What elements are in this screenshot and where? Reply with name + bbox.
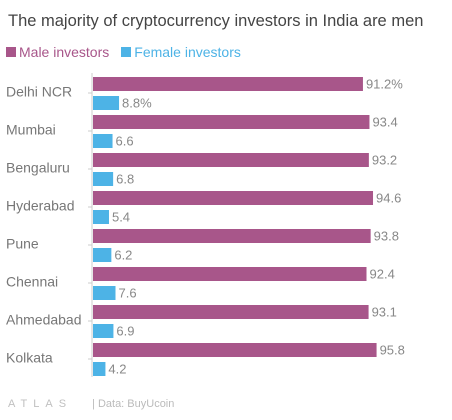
category-label-kolkata: Kolkata	[6, 350, 53, 366]
male-bar-ahmedabad	[93, 305, 369, 319]
category-label-delhi-ncr: Delhi NCR	[6, 84, 72, 100]
legend-item-female: Female investors	[121, 44, 241, 60]
chart-title: The majority of cryptocurrency investors…	[8, 12, 424, 30]
female-bar-mumbai	[93, 134, 113, 148]
legend-item-male: Male investors	[6, 44, 109, 60]
female-value-label-hyderabad: 5.4	[112, 209, 130, 224]
female-bar-kolkata	[93, 362, 106, 376]
brand-logo: ATLAS	[8, 398, 73, 410]
legend: Male investors Female investors	[6, 44, 241, 60]
male-bar-pune	[93, 229, 371, 243]
female-bar-hyderabad	[93, 210, 109, 224]
male-bar-hyderabad	[93, 191, 374, 205]
male-value-label-kolkata: 95.8	[380, 342, 405, 357]
data-source: | Data: BuyUcoin	[92, 398, 175, 410]
chart-footer: ATLAS | Data: BuyUcoin	[8, 398, 174, 410]
legend-swatch-female	[121, 47, 132, 57]
male-bar-delhi-ncr	[93, 77, 363, 91]
male-value-label-hyderabad: 94.6	[376, 190, 401, 205]
female-value-label-pune: 6.2	[114, 247, 132, 262]
male-bar-bengaluru	[93, 153, 369, 167]
category-label-chennai: Chennai	[6, 274, 58, 290]
male-value-label-delhi-ncr: 91.2%	[366, 76, 403, 91]
legend-swatch-male	[6, 47, 16, 57]
category-label-hyderabad: Hyderabad	[6, 198, 75, 214]
male-value-label-chennai: 92.4	[370, 266, 395, 281]
male-value-label-mumbai: 93.4	[372, 114, 397, 129]
female-bar-delhi-ncr	[93, 96, 120, 110]
female-bar-chennai	[93, 286, 116, 300]
female-value-label-kolkata: 4.2	[108, 361, 126, 376]
category-label-pune: Pune	[6, 236, 39, 252]
female-bar-bengaluru	[93, 172, 114, 186]
male-bar-mumbai	[93, 115, 370, 129]
female-value-label-mumbai: 6.6	[116, 133, 134, 148]
legend-label-female: Female investors	[134, 44, 241, 60]
female-bar-ahmedabad	[93, 324, 114, 338]
male-bar-chennai	[93, 267, 367, 281]
legend-label-male: Male investors	[19, 44, 110, 60]
female-value-label-bengaluru: 6.8	[116, 171, 134, 186]
category-label-mumbai: Mumbai	[6, 122, 56, 138]
male-value-label-ahmedabad: 93.1	[372, 304, 397, 319]
female-bar-pune	[93, 248, 112, 262]
category-label-bengaluru: Bengaluru	[6, 160, 70, 176]
female-value-label-ahmedabad: 6.9	[116, 323, 134, 338]
bar-chart-plot: Delhi NCR 91.2% 8.8% Mumbai 93.4 6.6 Bengaluru…	[6, 73, 405, 377]
male-value-label-pune: 93.8	[374, 228, 399, 243]
male-value-label-bengaluru: 93.2	[372, 152, 397, 167]
category-label-ahmedabad: Ahmedabad	[6, 312, 82, 328]
male-bar-kolkata	[93, 343, 377, 357]
female-value-label-chennai: 7.6	[118, 285, 136, 300]
female-value-label-delhi-ncr: 8.8%	[122, 95, 152, 110]
